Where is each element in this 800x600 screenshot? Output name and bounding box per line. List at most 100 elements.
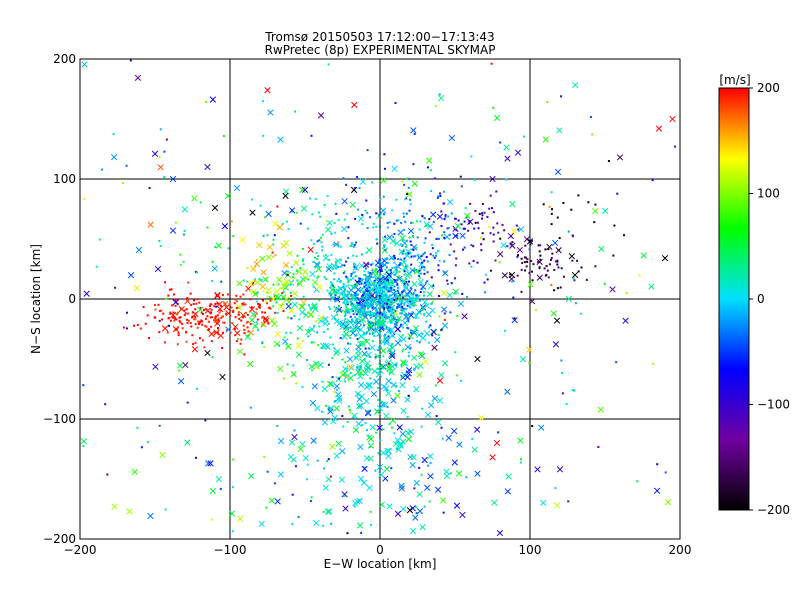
data-point-dot [529,243,532,246]
data-point-x [376,424,383,431]
data-point-dot [232,458,235,461]
data-point-dot [183,229,186,232]
data-point-dot [407,351,410,354]
data-point-x [352,325,359,332]
data-point-x [359,302,367,309]
data-point-dot [489,194,492,197]
data-point-x [321,419,329,426]
data-point-x [330,314,337,321]
data-point-dot [446,279,449,282]
data-point-dot [351,318,354,321]
data-point-dot [401,350,404,353]
data-point-x [197,306,204,313]
data-point-dot [252,281,255,284]
data-point-dot [424,281,427,284]
data-point-x [333,383,341,390]
data-point-x [411,329,418,336]
data-point-dot [456,374,459,377]
data-point-dot [364,281,367,284]
data-point-dot [530,240,533,243]
data-point-dot [383,277,386,280]
data-point-dot [530,259,533,262]
data-point-dot [231,322,234,325]
data-point-x [538,424,545,431]
data-point-dot [356,297,359,300]
data-point-dot [331,282,334,285]
data-point-dot [274,311,277,314]
data-point-dot [372,300,375,303]
data-point-x [504,388,511,395]
data-point-dot [421,306,424,309]
data-point-dot [289,291,292,294]
data-point-x [283,296,290,303]
data-point-dot [355,296,358,299]
data-point-dot [380,311,383,314]
data-point-dot [294,110,297,113]
data-point-dot [369,303,372,306]
data-point-dot [376,295,379,298]
data-point-dot [339,280,342,283]
data-point-dot [347,342,350,345]
data-point-dot [615,361,618,364]
data-point-dot [651,179,654,182]
data-point-dot [523,261,526,264]
data-point-dot [402,289,405,292]
data-point-dot [403,183,406,186]
data-point-dot [381,306,384,309]
data-point-dot [417,274,420,277]
data-point-dot [193,299,196,302]
data-point-dot [334,231,337,234]
data-point-dot [362,290,365,293]
data-point-dot [197,320,200,323]
data-point-x [371,368,378,375]
data-point-x [300,205,308,212]
data-point-x [357,278,365,286]
data-point-dot [433,256,436,259]
data-point-dot [292,273,295,276]
data-point-dot [275,283,278,286]
data-point-x [215,475,223,483]
data-point-dot [379,299,382,302]
data-point-dot [423,251,426,254]
data-point-dot [376,297,379,300]
data-point-dot [421,215,424,218]
data-point-x [397,294,404,301]
data-point-dot [574,302,577,305]
data-point-dot [375,302,378,305]
data-point-x [355,286,362,293]
data-point-dot [465,216,468,219]
data-point-x [374,259,382,266]
data-point-dot [281,222,284,225]
data-point-dot [158,239,161,242]
data-point-dot [381,294,384,297]
data-point-dot [390,289,393,292]
data-point-dot [395,269,398,272]
data-point-x [451,459,459,466]
data-point-dot [491,207,494,210]
data-point-dot [183,309,186,312]
data-point-x [445,434,452,442]
data-point-dot [207,328,210,331]
data-point-dot [413,367,416,370]
data-point-dot [163,341,166,344]
data-point-x [413,312,420,320]
data-point-dot [342,284,345,287]
data-point-x [525,346,533,353]
data-point-dot [350,293,353,296]
data-point-dot [179,253,182,256]
data-point-x [413,386,420,393]
data-point-x [556,127,563,134]
data-point-x [385,363,392,371]
data-point-dot [387,276,390,279]
data-point-x [262,276,269,283]
x-tick-label: −100 [214,543,247,557]
data-point-dot [210,325,213,328]
data-point-dot [269,307,272,310]
data-point-dot [365,297,368,300]
data-point-dot [233,302,236,305]
data-point-dot [396,305,399,308]
data-point-x [598,245,605,253]
data-point-x [253,260,261,268]
data-point-dot [410,255,413,258]
